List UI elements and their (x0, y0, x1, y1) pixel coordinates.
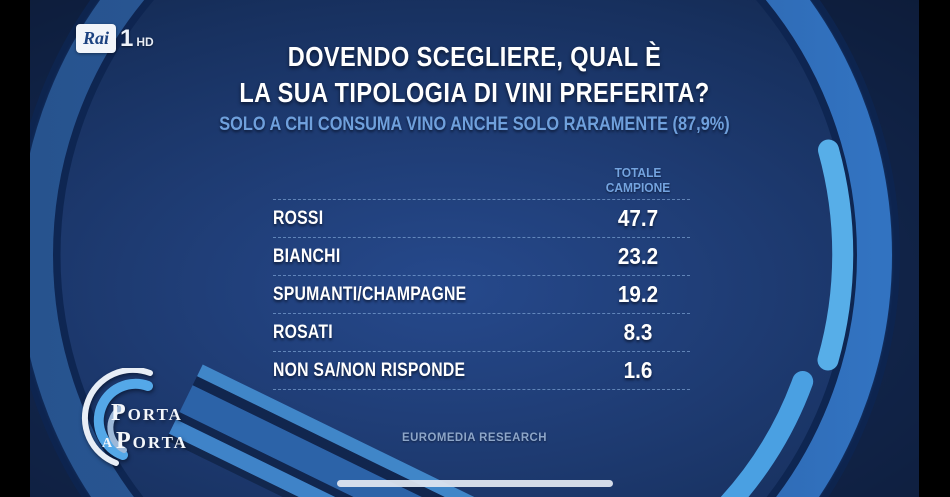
page-title-line1: DOVENDO SCEGLIERE, QUAL È (287, 41, 662, 72)
row-label: SPUMANTI/CHAMPAGNE (273, 283, 467, 305)
table-row: ROSATI 8.3 (273, 314, 690, 352)
rai-logo-icon: Rai (76, 24, 116, 53)
page-title-line2: LA SUA TIPOLOGIA DI VINI PREFERITA? (239, 77, 710, 108)
big-ring (17, 0, 893, 497)
highlight-arc-bottom (720, 371, 814, 497)
diagonal-stripes (165, 364, 886, 497)
letterbox-bar-left (0, 0, 30, 497)
logo-word-porta-1: Porta (111, 400, 183, 426)
row-value: 23.2 (617, 243, 659, 269)
row-value: 8.3 (623, 319, 653, 345)
highlight-arc-right (817, 139, 854, 371)
row-value: 47.7 (617, 205, 659, 231)
table-row: ROSSI 47.7 (273, 200, 690, 238)
row-label: NON SA/NON RISPONDE (273, 359, 466, 381)
porta-a-porta-logo: Porta a Porta (81, 368, 188, 466)
table-row: BIANCHI 23.2 (273, 238, 690, 276)
source-credit: EUROMEDIA RESEARCH (402, 430, 547, 444)
channel-hd-badge: HD (136, 35, 154, 49)
row-value: 19.2 (617, 281, 659, 307)
page-subtitle: SOLO A CHI CONSUMA VINO ANCHE SOLO RARAM… (219, 114, 730, 135)
logo-word-porta-2: Porta (116, 428, 188, 454)
logo-white-arc-icon (81, 368, 153, 466)
headline-block: DOVENDO SCEGLIERE, QUAL È LA SUA TIPOLOG… (30, 39, 919, 137)
logo-steel-arc-icon (107, 405, 127, 453)
letterbox-bar-right (919, 0, 950, 497)
row-label: BIANCHI (273, 245, 341, 267)
column-header-line2: CAMPIONE (605, 180, 671, 195)
channel-logo-rai1hd: Rai 1 HD (76, 24, 154, 53)
table-header: TOTALE CAMPIONE (273, 161, 690, 200)
logo-word-a: a (102, 430, 114, 452)
column-header-line1: TOTALE (614, 165, 662, 180)
logo-lightblue-arc-icon (93, 378, 153, 460)
table-row: NON SA/NON RISPONDE 1.6 (273, 352, 690, 390)
channel-number: 1 (120, 24, 134, 52)
survey-table: TOTALE CAMPIONE ROSSI 47.7 BIANCHI 23.2 … (273, 161, 690, 390)
column-header-totale-campione: TOTALE CAMPIONE (590, 161, 686, 199)
row-label: ROSSI (273, 207, 324, 229)
table-row: SPUMANTI/CHAMPAGNE 19.2 (273, 276, 690, 314)
row-label: ROSATI (273, 321, 333, 343)
row-value: 1.6 (623, 357, 653, 383)
ring-inner-edge (51, 0, 859, 497)
progress-line (337, 480, 613, 487)
